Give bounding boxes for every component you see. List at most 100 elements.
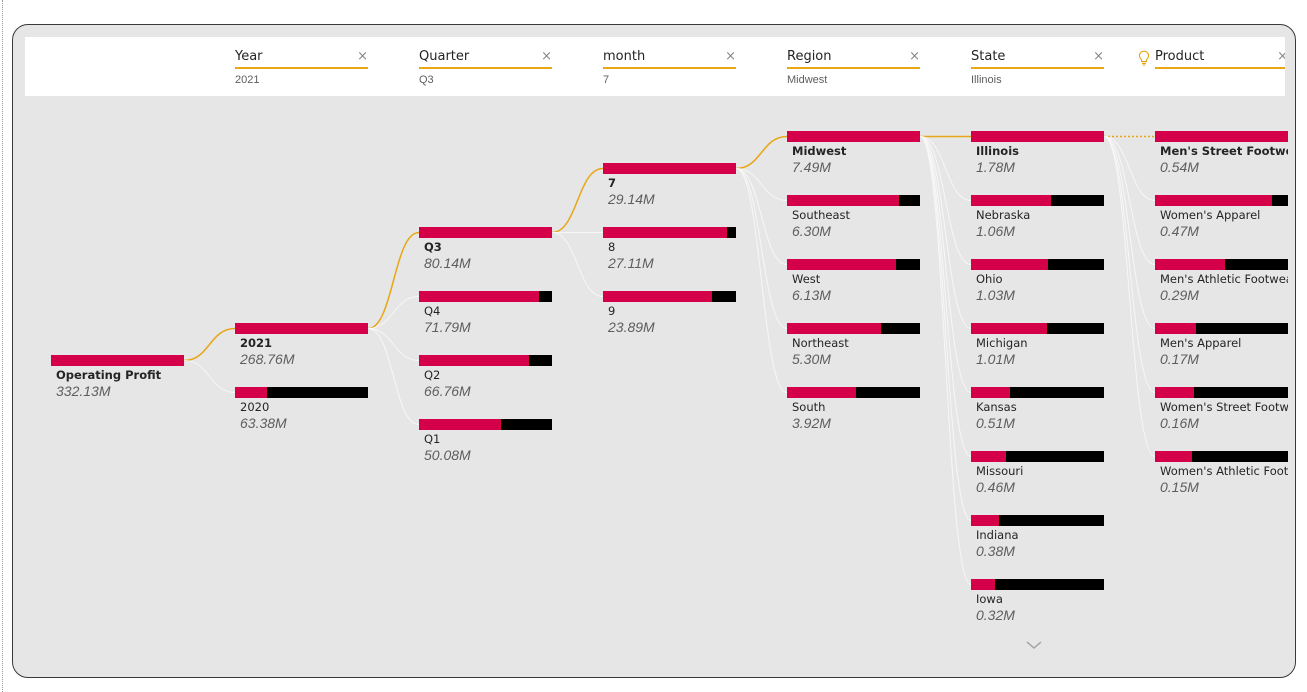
node-value: 6.13M bbox=[792, 287, 831, 303]
tree-node-michigan[interactable]: Michigan 1.01M bbox=[971, 323, 1104, 383]
tree-node-ohio[interactable]: Ohio 1.03M bbox=[971, 259, 1104, 319]
node-bar bbox=[603, 227, 736, 238]
node-bar-fill bbox=[971, 515, 999, 526]
tree-node-kansas[interactable]: Kansas 0.51M bbox=[971, 387, 1104, 447]
level-name[interactable]: Year bbox=[235, 49, 263, 64]
lightbulb-icon[interactable] bbox=[1138, 50, 1150, 66]
close-icon[interactable]: × bbox=[1093, 49, 1104, 64]
close-icon[interactable]: × bbox=[357, 49, 368, 64]
tree-node-women-s-apparel[interactable]: Women's Apparel 0.47M bbox=[1155, 195, 1288, 255]
tree-node-iowa[interactable]: Iowa 0.32M bbox=[971, 579, 1104, 639]
close-icon[interactable]: × bbox=[1277, 50, 1285, 64]
node-bar-fill bbox=[787, 387, 857, 398]
tree-node-northeast[interactable]: Northeast 5.30M bbox=[787, 323, 920, 383]
node-label: 2021 bbox=[240, 336, 273, 350]
tree-node-south[interactable]: South 3.92M bbox=[787, 387, 920, 447]
tree-node-2021[interactable]: 2021 268.76M bbox=[235, 323, 368, 383]
tree-node-8[interactable]: 8 27.11M bbox=[603, 227, 736, 287]
node-bar-fill bbox=[1155, 387, 1194, 398]
chevron-down-icon[interactable] bbox=[1025, 639, 1043, 651]
tree-node-2020[interactable]: 2020 63.38M bbox=[235, 387, 368, 447]
level-header-month: month × 7 bbox=[603, 37, 736, 96]
connector-line bbox=[919, 136, 972, 201]
node-bar-fill bbox=[51, 355, 184, 366]
tree-node-indiana[interactable]: Indiana 0.38M bbox=[971, 515, 1104, 575]
node-bar bbox=[971, 259, 1104, 270]
node-label: 9 bbox=[608, 304, 616, 318]
node-value: 0.16M bbox=[1160, 415, 1199, 431]
node-label: South bbox=[792, 400, 826, 414]
tree-node-illinois[interactable]: Illinois 1.78M bbox=[971, 131, 1104, 191]
node-label: Women's Street Footw. bbox=[1160, 400, 1288, 414]
node-bar bbox=[1155, 259, 1288, 270]
node-bar bbox=[419, 291, 552, 302]
level-name[interactable]: Product bbox=[1155, 49, 1205, 64]
level-name[interactable]: State bbox=[971, 49, 1006, 64]
level-underline bbox=[603, 67, 736, 69]
node-value: 0.54M bbox=[1160, 159, 1199, 175]
tree-node-midwest[interactable]: Midwest 7.49M bbox=[787, 131, 920, 191]
tree-node-q2[interactable]: Q2 66.76M bbox=[419, 355, 552, 415]
node-bar-fill bbox=[787, 131, 920, 142]
tree-node-women-s-athletic-foot[interactable]: Women's Athletic Foot. 0.15M bbox=[1155, 451, 1288, 511]
tree-node-men-s-street-footwea[interactable]: Men's Street Footwea 0.54M bbox=[1155, 131, 1288, 191]
node-label: Men's Athletic Footwea bbox=[1160, 272, 1288, 286]
node-bar bbox=[235, 387, 368, 398]
node-bar-fill bbox=[1155, 259, 1226, 270]
tree-node-west[interactable]: West 6.13M bbox=[787, 259, 920, 319]
node-bar bbox=[1155, 323, 1288, 334]
node-label: Ohio bbox=[976, 272, 1003, 286]
tree-node-q4[interactable]: Q4 71.79M bbox=[419, 291, 552, 351]
connector-line bbox=[367, 296, 420, 329]
node-value: 29.14M bbox=[608, 191, 655, 207]
node-bar bbox=[603, 163, 736, 174]
tree-node-q3[interactable]: Q3 80.14M bbox=[419, 227, 552, 287]
level-header-state: State × Illinois bbox=[971, 37, 1104, 96]
node-value: 0.17M bbox=[1160, 351, 1199, 367]
root-node[interactable]: Operating Profit 332.13M bbox=[51, 355, 184, 415]
node-bar-fill bbox=[1155, 451, 1193, 462]
tree-node-men-s-apparel[interactable]: Men's Apparel 0.17M bbox=[1155, 323, 1288, 383]
node-bar-fill bbox=[1155, 323, 1197, 334]
node-value: 27.11M bbox=[608, 255, 654, 271]
node-bar-fill bbox=[1155, 131, 1288, 142]
node-bar-fill bbox=[235, 323, 368, 334]
connector-line bbox=[183, 360, 236, 393]
level-selected-value: Illinois bbox=[971, 74, 1002, 86]
node-bar bbox=[787, 387, 920, 398]
level-name[interactable]: month bbox=[603, 49, 646, 64]
tree-node-women-s-street-footw[interactable]: Women's Street Footw. 0.16M bbox=[1155, 387, 1288, 447]
connector-line bbox=[919, 136, 972, 585]
tree-node-men-s-athletic-footwea[interactable]: Men's Athletic Footwea 0.29M bbox=[1155, 259, 1288, 319]
close-icon[interactable]: × bbox=[541, 49, 552, 64]
node-bar bbox=[971, 451, 1104, 462]
connector-selected bbox=[183, 327, 236, 362]
level-name[interactable]: Region bbox=[787, 49, 832, 64]
node-value: 1.03M bbox=[976, 287, 1015, 303]
node-bar bbox=[1155, 131, 1288, 142]
tree-node-nebraska[interactable]: Nebraska 1.06M bbox=[971, 195, 1104, 255]
close-icon[interactable]: × bbox=[725, 49, 736, 64]
node-bar-fill bbox=[419, 355, 530, 366]
level-name[interactable]: Quarter bbox=[419, 49, 470, 64]
tree-node-7[interactable]: 7 29.14M bbox=[603, 163, 736, 223]
connector-selected bbox=[735, 135, 788, 170]
node-label: Kansas bbox=[976, 400, 1017, 414]
tree-node-9[interactable]: 9 23.89M bbox=[603, 291, 736, 351]
tree-node-q1[interactable]: Q1 50.08M bbox=[419, 419, 552, 479]
close-icon[interactable]: × bbox=[909, 49, 920, 64]
node-label: Q3 bbox=[424, 240, 442, 254]
tree-node-southeast[interactable]: Southeast 6.30M bbox=[787, 195, 920, 255]
node-bar-fill bbox=[603, 227, 727, 238]
tree-node-missouri[interactable]: Missouri 0.46M bbox=[971, 451, 1104, 511]
level-underline bbox=[235, 67, 368, 69]
node-bar bbox=[971, 387, 1104, 398]
node-bar bbox=[419, 227, 552, 238]
node-value: 1.06M bbox=[976, 223, 1015, 239]
level-underline bbox=[1155, 67, 1285, 69]
node-bar-fill bbox=[419, 291, 539, 302]
node-bar-fill bbox=[971, 323, 1047, 334]
node-bar-fill bbox=[1155, 195, 1273, 206]
node-bar bbox=[1155, 195, 1288, 206]
level-underline bbox=[419, 67, 552, 69]
